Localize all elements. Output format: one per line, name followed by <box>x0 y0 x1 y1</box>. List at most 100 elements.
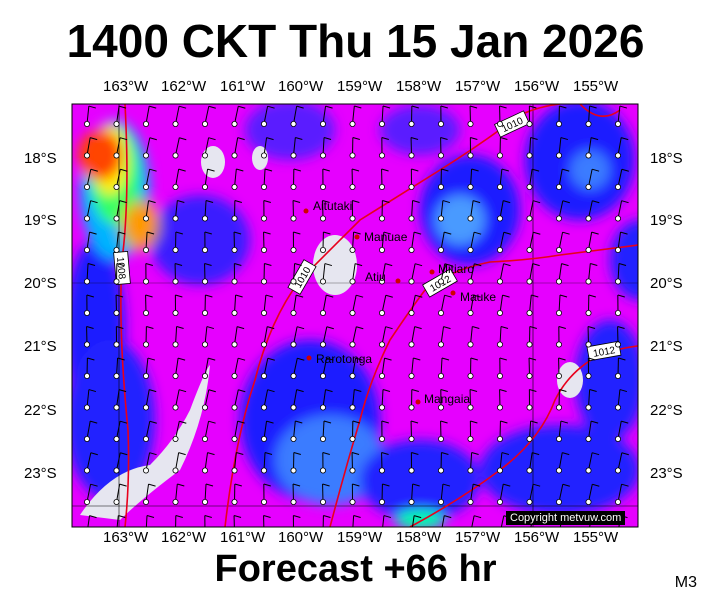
wind-barb-station <box>142 246 149 253</box>
wind-barb-station <box>496 215 503 222</box>
wind-barb-station <box>201 121 208 128</box>
wind-barb-station <box>349 121 356 128</box>
wind-barb-station <box>496 246 503 253</box>
wind-barb-feather <box>411 389 419 392</box>
wind-barb-feather <box>176 326 184 329</box>
wind-barb-station <box>378 341 385 348</box>
wind-barb-staff <box>175 452 180 471</box>
wind-barb-station <box>84 183 91 190</box>
wind-barb-feather <box>355 294 364 298</box>
wind-barb-station <box>231 246 238 253</box>
wind-barb-feather <box>238 105 246 109</box>
wind-barb-staff <box>558 137 562 156</box>
wind-barb-feather <box>472 200 481 204</box>
wind-barb-station <box>526 341 533 348</box>
wind-barb-feather <box>414 263 423 267</box>
wind-barb-station <box>615 341 622 348</box>
wind-barb-station <box>260 183 267 190</box>
wind-barb-feather <box>267 357 275 361</box>
wind-barb-feather <box>588 294 596 298</box>
wind-barb-feather <box>266 137 274 141</box>
wind-barb-feather <box>411 452 419 455</box>
wind-barb-staff <box>352 105 355 125</box>
wind-barb-staff <box>145 484 150 503</box>
wind-barb-feather <box>118 515 126 519</box>
wind-barb-station <box>585 341 592 348</box>
wind-barb-station <box>231 341 238 348</box>
wind-barb-station <box>408 278 415 285</box>
wind-barb-feather <box>178 105 187 109</box>
wind-barb-station <box>84 467 91 474</box>
wind-barb-station <box>467 467 474 474</box>
wind-barb-feather <box>473 294 481 298</box>
wind-barb-station <box>526 246 533 253</box>
wind-barb-feather <box>381 452 389 455</box>
wind-barb-station <box>290 341 297 348</box>
wind-barb-station <box>202 531 207 536</box>
lon-label: 155°W <box>573 529 619 546</box>
island-marker <box>303 208 309 214</box>
wind-barb-station <box>437 435 444 442</box>
wind-barb-feather <box>562 483 570 487</box>
wind-barb-station <box>585 121 592 128</box>
wind-barb-station <box>409 531 414 536</box>
wind-barb-feather <box>562 452 570 456</box>
wind-barb-staff <box>440 263 446 282</box>
wind-barb-station <box>556 215 563 222</box>
wind-barb-feather <box>619 105 628 109</box>
lat-label: 22°S <box>24 402 57 419</box>
map-frame <box>71 103 639 528</box>
wind-barb-feather <box>179 420 187 424</box>
wind-barb-station <box>201 183 208 190</box>
wind-barb-station <box>438 531 443 536</box>
lon-label: 160°W <box>278 529 324 546</box>
wind-barb-station <box>142 435 149 442</box>
wind-barb-station <box>408 341 415 348</box>
calm-zone <box>201 146 225 178</box>
wind-barb-feather <box>145 263 153 266</box>
wind-barb-feather <box>88 389 97 393</box>
wind-barb-station <box>349 372 356 379</box>
wind-barb-station <box>231 498 238 505</box>
wind-barb-staff <box>352 231 355 251</box>
wind-barb-station <box>496 404 503 411</box>
wind-barb-staff <box>617 169 623 188</box>
wind-barb-staff <box>86 263 89 282</box>
wind-barb-feather <box>587 326 596 329</box>
wind-barb-staff <box>411 232 415 251</box>
wind-barb-feather <box>352 137 360 140</box>
wind-barb-station <box>408 498 415 505</box>
island-label: Aitutaki <box>313 199 352 213</box>
wind-barb-station <box>113 404 120 411</box>
wind-barb-feather <box>620 231 628 235</box>
wind-barb-station <box>142 467 149 474</box>
wind-barb-feather <box>558 357 566 361</box>
wind-barb-station <box>378 498 385 505</box>
wind-barb-station <box>556 121 563 128</box>
wind-barb-station <box>260 404 267 411</box>
wind-barb-feather <box>326 326 334 330</box>
wind-barb-station <box>84 152 91 159</box>
wind-barb-staff <box>588 263 591 282</box>
wind-barb-staff <box>382 515 385 527</box>
wind-barb-feather <box>473 515 482 519</box>
wind-barb-feather <box>412 483 420 487</box>
lon-label: 157°W <box>455 78 501 95</box>
forecast-label: Forecast +66 hr <box>214 548 497 590</box>
wind-barb-station <box>467 435 474 442</box>
wind-barb-station <box>260 435 267 442</box>
wind-barb-station <box>556 531 561 536</box>
calm-zone <box>557 362 583 398</box>
wind-barb-feather <box>440 389 448 392</box>
lat-label: 21°S <box>650 338 683 355</box>
wind-barb-station <box>585 278 592 285</box>
wind-barb-staff <box>175 106 180 125</box>
island-marker <box>429 269 435 275</box>
wind-barb-feather <box>90 420 98 424</box>
wind-barb-station <box>84 341 91 348</box>
wind-barb-feather <box>444 294 452 298</box>
wind-barb-feather <box>530 420 538 424</box>
wind-barb-staff <box>86 169 92 188</box>
wind-barb-station <box>231 152 238 159</box>
wind-barb-feather <box>204 231 212 235</box>
